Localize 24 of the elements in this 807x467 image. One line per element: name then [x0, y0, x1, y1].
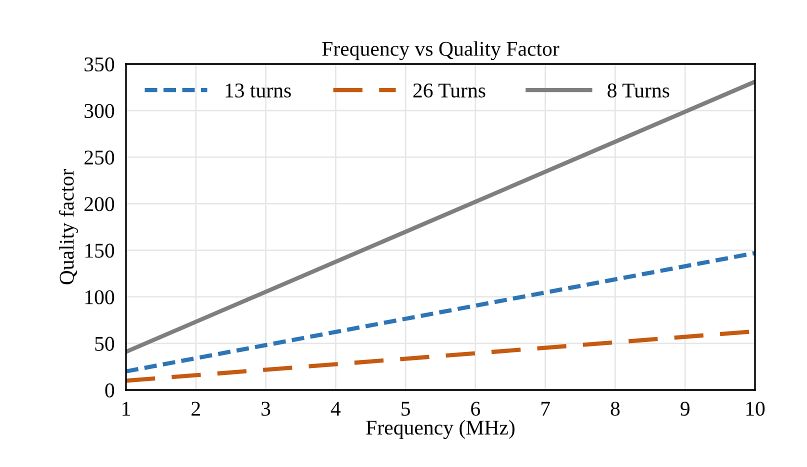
- legend-label: 8 Turns: [608, 83, 670, 98]
- y-tick-label: 50: [95, 336, 114, 351]
- y-axis-title: Quality factor: [58, 169, 78, 284]
- chart-title: Frequency vs Quality Factor: [322, 41, 560, 60]
- y-tick-label: 250: [84, 150, 114, 165]
- y-tick-label: 300: [84, 104, 114, 118]
- x-tick-label: 1: [122, 402, 130, 416]
- x-tick-label: 2: [192, 402, 200, 416]
- y-tick-label: 350: [84, 57, 114, 72]
- x-tick-label: 8: [610, 402, 620, 416]
- x-tick-label: 5: [402, 402, 410, 416]
- x-tick-label: 3: [262, 402, 270, 416]
- x-tick-label: 6: [471, 402, 480, 416]
- y-tick-label: 200: [84, 197, 114, 212]
- y-tick-label: 150: [85, 244, 114, 258]
- y-tick-label: 100: [85, 290, 114, 304]
- y-tick-label: 0: [105, 383, 114, 398]
- x-tick-label: 9: [680, 402, 690, 416]
- x-tick-label: 7: [542, 402, 550, 416]
- legend-label: 13 turns: [226, 84, 291, 98]
- x-axis-title: Frequency (MHz): [366, 420, 514, 439]
- legend-label: 26 Turns: [413, 84, 486, 98]
- x-tick-label: 4: [330, 402, 341, 416]
- x-tick-label: 10: [746, 402, 765, 416]
